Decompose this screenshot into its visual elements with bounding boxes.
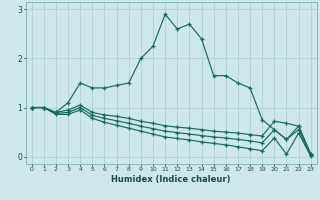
X-axis label: Humidex (Indice chaleur): Humidex (Indice chaleur) xyxy=(111,175,231,184)
